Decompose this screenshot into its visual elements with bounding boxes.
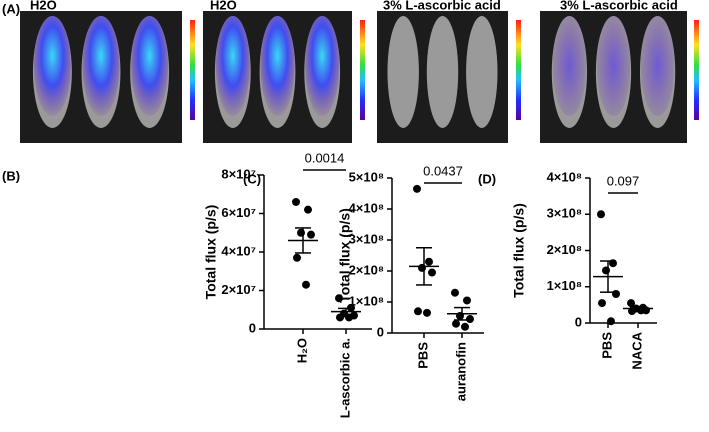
data-point (297, 228, 305, 237)
y-tick-label: 8×10⁷ (221, 166, 256, 181)
panel-label: (A) (2, 1, 20, 16)
data-point (461, 322, 469, 331)
data-point (425, 257, 433, 266)
signal (596, 16, 631, 116)
y-tick-label: 5×10⁸ (349, 169, 384, 184)
data-point (293, 253, 301, 262)
image-row: H2O H2O 3% L-ascorbic acid 3% L-ascorbic ac… (20, 0, 699, 143)
y-tick-label: 0 (575, 314, 582, 329)
y-tick-label: 3×10⁸ (349, 231, 384, 246)
data-point (452, 319, 460, 328)
panel-label: (B) (2, 168, 20, 183)
data-point (304, 205, 312, 214)
signal (640, 16, 675, 116)
y-axis-label: Total flux (p/s) (511, 203, 527, 298)
data-point (463, 296, 471, 305)
y-tick-label: 1×10⁸ (547, 278, 582, 293)
y-tick-label: 0 (377, 324, 384, 339)
data-point (602, 266, 610, 275)
signal (305, 16, 340, 116)
signal (82, 16, 120, 116)
y-tick-label: 3×10⁸ (547, 206, 582, 221)
colorbar (516, 20, 521, 120)
p-value: 0.097 (607, 173, 640, 188)
data-point (466, 315, 474, 324)
panel-label: (C) (243, 171, 261, 186)
data-point (607, 317, 615, 326)
x-tick-label: H₂O (294, 338, 309, 363)
mouse (466, 16, 498, 128)
data-point (428, 268, 436, 277)
data-point (302, 280, 310, 289)
data-point (612, 290, 620, 298)
data-point (598, 299, 606, 308)
p-value: 0.0437 (423, 163, 463, 178)
image-title: 3% L-ascorbic acid (383, 0, 501, 12)
signal (215, 16, 250, 116)
image-title: H2O (210, 0, 237, 12)
y-tick-label: 0 (249, 320, 256, 335)
signal (552, 16, 587, 116)
data-point (423, 308, 431, 317)
y-axis-label: Total flux (p/s) (337, 208, 353, 303)
y-tick-label: 4×10⁸ (547, 169, 582, 184)
y-tick-label: 2×10⁸ (547, 242, 582, 257)
colorbar (360, 20, 365, 120)
data-point (597, 210, 605, 219)
data-point (307, 230, 315, 239)
x-tick-label: NACA (629, 331, 644, 369)
colorbar (694, 20, 699, 120)
data-point (418, 263, 426, 272)
data-point (292, 197, 300, 206)
data-point (335, 294, 343, 303)
y-tick-label: 2×10⁷ (221, 282, 256, 297)
y-axis-label: Total flux (p/s) (203, 205, 219, 300)
x-tick-label: PBS (415, 342, 430, 369)
panel-label: (D) (478, 171, 496, 186)
signal (131, 16, 169, 116)
signal (33, 16, 71, 116)
data-point (414, 307, 422, 316)
x-tick-label: L-ascorbic a. (337, 338, 352, 418)
data-point (451, 288, 459, 297)
signal (260, 16, 295, 116)
x-tick-label: PBS (599, 332, 614, 359)
y-tick-label: 1×10⁸ (349, 293, 384, 308)
mouse (387, 16, 419, 128)
y-tick-label: 4×10⁷ (221, 243, 256, 258)
data-point (413, 184, 421, 193)
colorbar (190, 20, 195, 120)
y-tick-label: 2×10⁸ (349, 262, 384, 277)
image-title: H2O (30, 0, 57, 12)
image-title: 3% L-ascorbic acid (560, 0, 678, 12)
data-point (627, 299, 635, 308)
x-tick-label: auranofin (453, 342, 468, 401)
p-value: 0.0014 (305, 150, 345, 165)
mouse (426, 16, 459, 128)
y-tick-label: 6×10⁷ (221, 205, 256, 220)
y-tick-label: 4×10⁸ (349, 200, 384, 215)
